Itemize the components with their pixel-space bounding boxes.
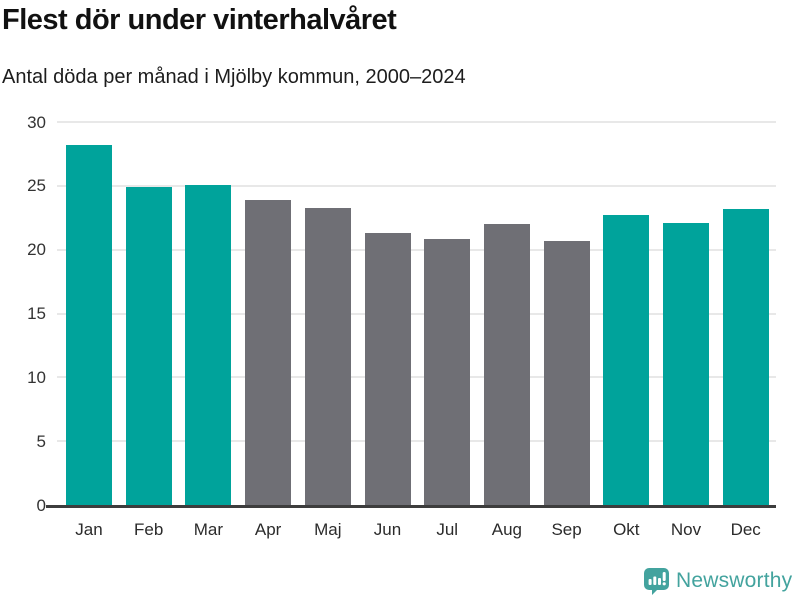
y-axis-tick-label-20: 20 — [27, 240, 46, 260]
x-axis-label-apr: Apr — [254, 520, 282, 539]
x-axis-label-aug: Aug — [491, 520, 523, 539]
x-axis-label-maj: Maj — [314, 520, 342, 539]
newsworthy-logo-icon — [644, 567, 669, 595]
bar-dec — [722, 208, 769, 505]
y-axis-tick-label-5: 5 — [36, 431, 46, 451]
bar-mar — [185, 184, 232, 505]
bar-jun — [364, 233, 411, 505]
bar-feb — [125, 187, 172, 505]
y-axis-tick-label-30: 30 — [27, 112, 46, 132]
chart-subtitle: Antal döda per månad i Mjölby kommun, 20… — [2, 66, 466, 88]
gridline-25 — [57, 184, 776, 187]
bar-sep — [543, 240, 590, 505]
bar-nov — [663, 222, 709, 505]
x-axis-label-mar: Mar — [193, 520, 224, 539]
chart-title: Flest dör under vinterhalvåret — [2, 4, 397, 36]
bar-okt — [603, 215, 650, 505]
gridline-5 — [57, 440, 776, 443]
bar-jan — [66, 144, 112, 505]
gridline-15 — [57, 312, 776, 315]
gridline-30 — [57, 121, 776, 123]
x-axis-label-feb: Feb — [134, 520, 164, 539]
x-axis-label-okt: Okt — [613, 520, 640, 539]
y-axis-tick-label-0: 0 — [36, 495, 46, 515]
y-axis-tick-label-10: 10 — [27, 367, 46, 387]
x-axis-label-jan: Jan — [75, 520, 103, 539]
gridline-10 — [57, 376, 776, 379]
bar-jul — [424, 239, 471, 505]
y-axis-tick-label-25: 25 — [27, 176, 46, 196]
x-axis-label-jun: Jun — [373, 520, 402, 539]
x-axis-label-sep: Sep — [551, 520, 582, 539]
bar-maj — [304, 207, 351, 505]
x-axis-label-dec: Dec — [730, 520, 761, 539]
y-axis-tick-label-15: 15 — [27, 304, 46, 323]
x-axis-line — [46, 505, 776, 508]
x-axis-label-nov: Nov — [670, 520, 702, 539]
brand-name: Newsworthy — [676, 569, 793, 592]
brand-footer: Newsworthy — [644, 567, 792, 595]
bar-aug — [483, 224, 530, 505]
bar-apr — [245, 199, 292, 505]
x-axis-label-jul: Jul — [436, 520, 459, 539]
gridline-20 — [57, 248, 776, 251]
